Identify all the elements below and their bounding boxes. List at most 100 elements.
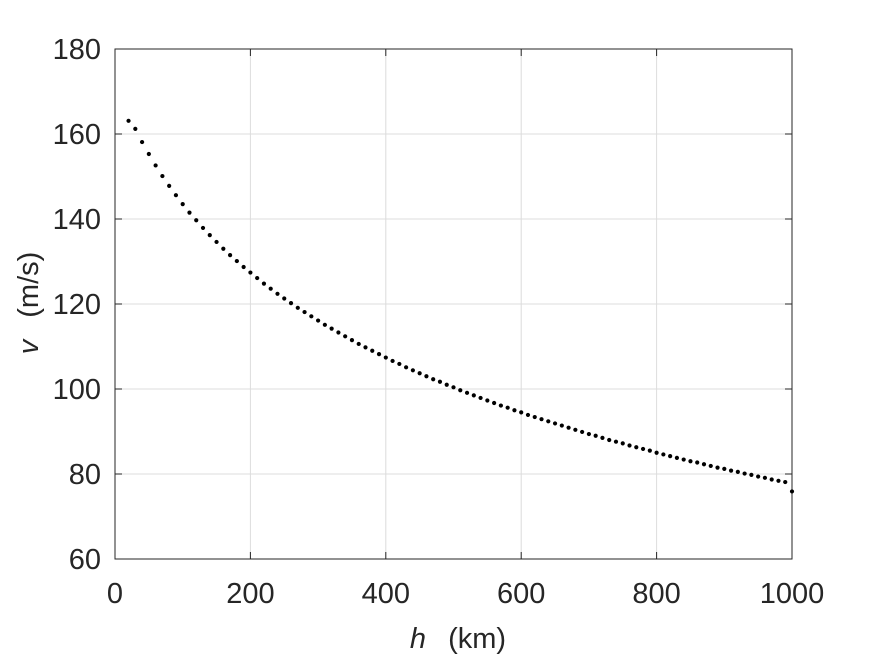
x-axis-symbol: h: [410, 623, 426, 655]
data-point: [410, 368, 415, 373]
data-point: [478, 395, 483, 401]
data-point: [559, 423, 564, 428]
data-point: [133, 126, 138, 131]
y-tick-label: 80: [69, 459, 101, 491]
x-axis-label: h (km): [410, 623, 506, 655]
data-point: [586, 431, 592, 437]
data-point: [180, 202, 185, 207]
data-point: [762, 475, 768, 480]
data-point: [769, 477, 774, 482]
data-point: [742, 471, 747, 476]
data-point: [424, 374, 429, 379]
data-points: [126, 118, 795, 494]
data-point: [343, 334, 348, 339]
data-point: [160, 173, 165, 179]
data-point: [783, 479, 788, 485]
data-point: [566, 425, 571, 430]
x-tick-label: 0: [107, 578, 123, 610]
data-point: [336, 330, 341, 335]
data-point: [728, 468, 734, 473]
data-point: [167, 183, 172, 188]
data-point: [546, 419, 551, 424]
data-point: [153, 163, 158, 168]
data-point: [451, 385, 456, 390]
data-point: [404, 365, 409, 370]
data-point: [735, 469, 740, 474]
data-point: [146, 151, 151, 157]
data-point: [600, 435, 605, 440]
data-point: [580, 429, 585, 435]
data-point: [756, 474, 761, 479]
data-point: [654, 450, 659, 455]
data-point: [674, 455, 680, 460]
data-point: [302, 309, 307, 315]
data-point: [525, 412, 531, 418]
data-point: [640, 446, 646, 452]
x-tick-label: 800: [632, 578, 680, 610]
x-tick-label: 400: [362, 578, 410, 610]
data-point: [295, 305, 300, 310]
data-point: [695, 460, 700, 465]
axis-ticks: [114, 48, 793, 560]
data-point: [519, 410, 524, 415]
data-point: [701, 462, 707, 467]
data-point: [376, 352, 382, 357]
data-point: [498, 403, 503, 408]
data-point: [512, 408, 517, 413]
data-point: [261, 281, 267, 286]
data-point: [722, 466, 727, 471]
data-point: [255, 275, 260, 281]
data-point: [492, 400, 497, 406]
data-point: [749, 472, 754, 477]
y-tick-label: 160: [53, 119, 101, 151]
x-tick-label: 600: [497, 578, 545, 610]
data-point: [620, 441, 625, 446]
y-tick-label: 100: [53, 374, 101, 406]
x-axis-unit: (km): [448, 623, 506, 655]
data-point: [268, 286, 273, 291]
data-point: [173, 193, 179, 198]
data-point: [681, 457, 686, 462]
data-point: [214, 239, 219, 245]
data-point: [573, 427, 578, 432]
data-point: [668, 454, 673, 459]
data-point: [458, 388, 463, 393]
data-point: [390, 358, 395, 364]
tick-labels: 0 200 400 600 800 1000 60 80 100 120 140 160 180: [53, 34, 825, 610]
data-point: [227, 253, 233, 258]
data-point: [431, 377, 436, 382]
data-point: [363, 345, 368, 350]
data-point: [485, 398, 490, 403]
data-point: [789, 489, 795, 494]
data-point: [200, 225, 206, 231]
y-tick-label: 60: [69, 544, 101, 576]
data-point: [613, 439, 619, 444]
y-axis-symbol: v: [13, 338, 45, 354]
data-point: [241, 264, 246, 270]
data-point: [776, 478, 781, 483]
data-point: [282, 296, 287, 301]
data-point: [505, 405, 510, 410]
data-point: [275, 291, 280, 296]
x-tick-label: 200: [226, 578, 274, 610]
data-point: [194, 218, 199, 223]
data-point: [627, 443, 632, 448]
data-point: [661, 452, 666, 457]
data-point: [715, 465, 720, 470]
data-point: [248, 270, 253, 275]
data-point: [288, 301, 294, 306]
data-point: [329, 326, 334, 331]
data-point: [444, 382, 449, 387]
data-point: [370, 348, 375, 353]
data-point: [139, 139, 145, 145]
data-point: [437, 379, 443, 384]
data-point: [309, 314, 314, 319]
data-point: [207, 233, 212, 238]
data-point: [607, 437, 612, 443]
data-point: [126, 118, 131, 123]
y-axis-label: v (m/s): [13, 252, 45, 355]
data-point: [356, 341, 361, 347]
data-point: [532, 414, 537, 420]
